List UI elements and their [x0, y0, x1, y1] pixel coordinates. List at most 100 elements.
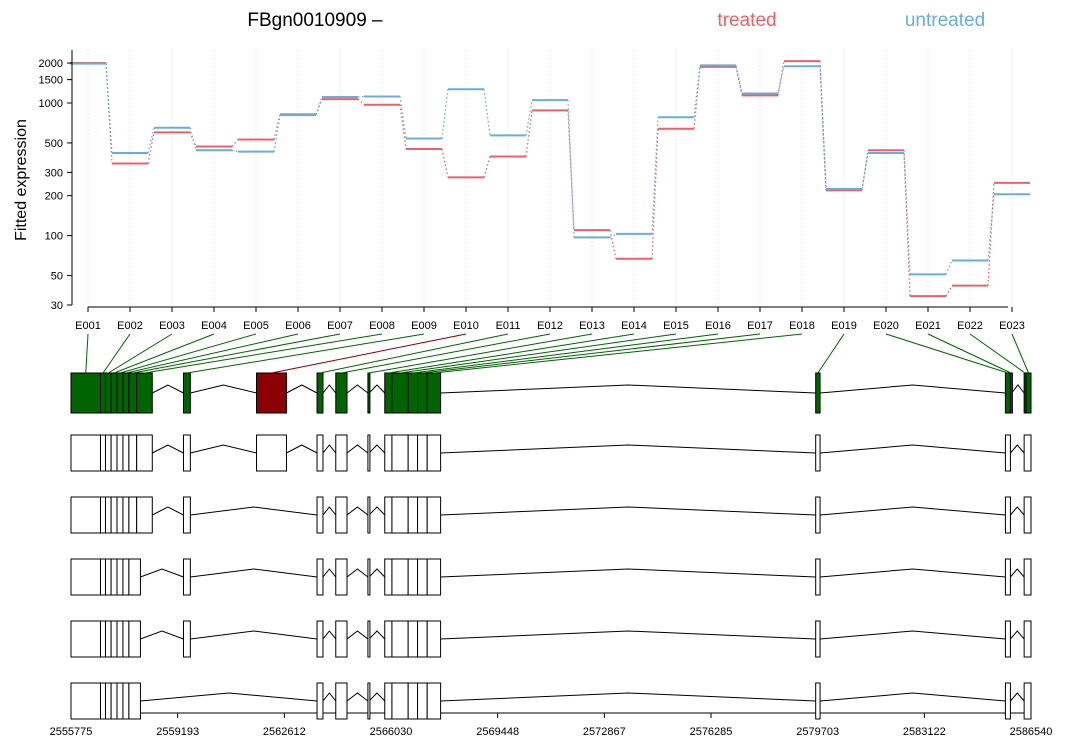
- transcript-exon: [1023, 620, 1032, 658]
- x-tick-label-e020: E020: [873, 320, 899, 332]
- transcript-exon: [1004, 496, 1011, 534]
- transcript-1: [70, 434, 1032, 472]
- transcript-exon: [182, 496, 191, 534]
- gene-exon-e016: [407, 372, 419, 414]
- transcript-exon: [426, 434, 442, 472]
- transcript-exon: [316, 620, 324, 658]
- transcript-intron: [286, 444, 318, 454]
- transcript-exon: [122, 496, 130, 534]
- transcript-exon: [70, 682, 101, 720]
- treated-connector: [231, 139, 239, 147]
- transcript-exon: [391, 620, 409, 658]
- transcript-exon: [1023, 434, 1032, 472]
- transcript-exon: [104, 620, 112, 658]
- transcript-3: [70, 558, 1032, 596]
- transcript-exon: [110, 558, 118, 596]
- treated-connector: [777, 60, 785, 96]
- transcript-exon: [256, 434, 287, 472]
- exon-connector-e010: [271, 333, 467, 374]
- untreated-connector: [441, 89, 449, 139]
- exon-connector-e016: [412, 333, 719, 374]
- exon-connector-e017: [422, 333, 761, 374]
- transcript-exon: [391, 682, 409, 720]
- transcript-intron: [152, 506, 184, 516]
- x-tick-label-e013: E013: [579, 320, 605, 332]
- transcript-intron: [820, 630, 1006, 640]
- untreated-connector: [945, 260, 953, 275]
- transcript-intron: [368, 568, 386, 578]
- treated-connector: [735, 66, 743, 96]
- transcript-intron: [322, 692, 337, 702]
- transcript-exon: [316, 682, 324, 720]
- exon-connector-e006: [125, 333, 299, 374]
- transcript-exon: [182, 434, 191, 472]
- transcript-2: [70, 496, 1032, 534]
- transcript-exon: [136, 496, 153, 534]
- treated-connector: [609, 230, 617, 259]
- exon-connector-e018: [433, 333, 803, 374]
- exon-connector-e013: [368, 333, 593, 374]
- untreated-connector: [819, 66, 827, 189]
- transcript-intron: [322, 568, 337, 578]
- transcript-exon: [128, 682, 141, 720]
- transcript-exon: [815, 496, 821, 534]
- transcript-intron: [1010, 692, 1025, 702]
- transcript-exon: [70, 434, 101, 472]
- transcript-intron: [190, 506, 318, 516]
- transcript-exon: [116, 434, 124, 472]
- genomic-tick-label: 2562612: [263, 726, 306, 738]
- transcript-exon: [316, 558, 324, 596]
- exon-connector-e014: [388, 333, 635, 374]
- transcript-exon: [391, 558, 409, 596]
- transcript-exon: [417, 496, 428, 534]
- transcript-exon: [110, 496, 118, 534]
- gene-exon-e015: [391, 372, 409, 414]
- transcript-exon: [815, 620, 821, 658]
- transcript-5: [70, 682, 1032, 720]
- transcript-exon: [407, 434, 419, 472]
- transcript-intron: [1010, 444, 1025, 454]
- gene-exon-e005: [116, 372, 124, 414]
- treated-connector: [525, 110, 533, 157]
- exon-connector-e009: [186, 333, 425, 374]
- y-tick-label: 30: [51, 300, 63, 312]
- gene-exon-e006: [122, 372, 130, 414]
- transcript-intron: [820, 444, 1006, 454]
- transcript-exon: [407, 620, 419, 658]
- transcript-intron: [322, 506, 337, 516]
- x-tick-label-e008: E008: [369, 320, 395, 332]
- transcript-exon: [417, 558, 428, 596]
- y-tick-label: 1000: [39, 98, 63, 110]
- x-tick-label-e007: E007: [327, 320, 353, 332]
- transcript-exon: [407, 682, 419, 720]
- transcript-exon: [128, 496, 138, 534]
- chart-title: FBgn0010909 –: [247, 10, 383, 31]
- transcript-intron: [440, 568, 816, 578]
- transcript-exon: [116, 682, 124, 720]
- treated-connector: [147, 132, 155, 164]
- label-layer: FBgn0010909 – treated untreated Fitted e…: [13, 10, 985, 241]
- genomic-tick-label: 2583122: [903, 726, 946, 738]
- transcript-exon: [335, 682, 348, 720]
- transcript-intron: [368, 444, 386, 454]
- gene-exon-e014: [384, 372, 393, 414]
- transcript-intron: [190, 630, 318, 640]
- transcript-exon: [316, 496, 324, 534]
- transcript-exon: [128, 434, 138, 472]
- y-tick-label: 200: [45, 191, 63, 203]
- exon-connector-e005: [119, 333, 257, 374]
- transcript-exon: [407, 496, 419, 534]
- gene-exon-e017: [417, 372, 428, 414]
- untreated-connector: [231, 149, 239, 153]
- transcript-exon: [335, 620, 348, 658]
- genomic-tick-label: 2555775: [50, 726, 93, 738]
- transcript-exon: [367, 558, 371, 596]
- untreated-connector: [903, 152, 911, 275]
- transcript-exon: [128, 620, 141, 658]
- untreated-connector: [357, 95, 365, 98]
- transcript-exon: [367, 434, 371, 472]
- x-tick-label-e012: E012: [537, 320, 563, 332]
- y-tick-label: 300: [45, 167, 63, 179]
- transcript-exon: [182, 558, 191, 596]
